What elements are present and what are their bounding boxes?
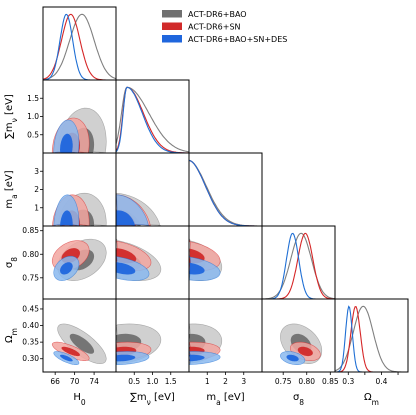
marginal-curve-sum_mnu-0 <box>116 86 189 153</box>
y-tick-label-sum_mnu: 0.5 <box>27 130 39 139</box>
x-tick-label-sigma8: 0.80 <box>298 377 315 386</box>
contour-panel-m_a-Omega_m <box>188 298 263 373</box>
contour-panel-sum_mnu-Omega_m <box>115 298 190 373</box>
contour-68-2 <box>60 133 73 153</box>
legend-swatch-2 <box>162 35 182 43</box>
marginal-curve-m_a-0 <box>189 159 262 226</box>
marginal-curve-H0-0 <box>43 13 116 80</box>
x-tick-label-H0: 66 <box>50 377 60 386</box>
contour-68-2 <box>286 354 299 362</box>
x-axis-label-sum_mnu: ∑mν [eV] <box>130 392 175 407</box>
y-tick-label-sum_mnu: 1.5 <box>27 94 39 103</box>
y-tick-label-Omega_m: 0.35 <box>22 338 39 347</box>
marginal-curve-sigma8-2 <box>262 232 335 299</box>
y-tick-label-sigma8: 0.85 <box>22 226 39 235</box>
contour-68-2 <box>116 210 136 226</box>
marginal-curve-Omega_m-2 <box>335 305 408 372</box>
marginal-curve-H0-2 <box>43 13 116 80</box>
panel-frame <box>334 298 409 373</box>
contour-panel-sum_mnu-m_a <box>115 152 190 227</box>
contour-68-2 <box>60 262 73 275</box>
marginal-curve-m_a-2 <box>189 159 262 226</box>
marginal-curve-Omega_m-1 <box>335 306 408 372</box>
x-tick-label-sigma8: 0.85 <box>322 377 339 386</box>
y-tick-label-sum_mnu: 1.0 <box>27 112 39 121</box>
legend-label-0: ACT-DR6+BAO <box>188 10 247 19</box>
y-tick-label-m_a: 2 <box>34 185 39 194</box>
x-tick-label-sum_mnu: 0.5 <box>128 377 140 386</box>
x-tick-label-sum_mnu: 1.0 <box>147 377 159 386</box>
y-axis-label-sum_mnu: ∑mν [eV] <box>4 94 19 139</box>
contour-panel-H0-m_a <box>42 152 117 227</box>
panel-frame <box>261 225 336 300</box>
contour-panel-H0-sum_mnu <box>42 79 117 154</box>
legend-swatch-1 <box>162 22 182 30</box>
x-tick-label-Omega_m: 0.3 <box>342 377 354 386</box>
y-tick-label-sigma8: 0.80 <box>22 250 39 259</box>
contour-68-2 <box>60 210 73 226</box>
contour-68-2 <box>116 262 136 275</box>
contour-68-2 <box>60 354 73 362</box>
legend-label-1: ACT-DR6+SN <box>188 23 241 32</box>
x-tick-label-Omega_m: 0.4 <box>375 377 387 386</box>
marginal-panel-sum_mnu <box>115 79 190 154</box>
contour-68-1 <box>61 346 80 357</box>
contour-68-2 <box>189 354 205 362</box>
marginal-curve-m_a-1 <box>189 159 262 226</box>
marginal-curve-sigma8-0 <box>262 232 335 299</box>
contour-panel-m_a-sigma8 <box>188 225 263 300</box>
panel-frame <box>188 152 263 227</box>
x-axis-label-m_a: ma [eV] <box>206 392 244 407</box>
y-tick-label-Omega_m: 0.40 <box>22 321 39 330</box>
contour-panel-H0-Omega_m <box>42 298 117 373</box>
marginal-panel-m_a <box>188 152 263 227</box>
y-tick-label-Omega_m: 0.45 <box>22 304 39 313</box>
y-tick-label-m_a: 1 <box>34 203 39 212</box>
y-tick-label-m_a: 3 <box>34 167 39 176</box>
contour-panel-sum_mnu-sigma8 <box>115 225 190 300</box>
y-axis-label-m_a: ma [eV] <box>4 170 19 208</box>
x-tick-label-m_a: 2 <box>223 377 228 386</box>
contour-68-2 <box>116 354 136 362</box>
contour-68-1 <box>297 346 313 357</box>
x-axis-label-Omega_m: Ωm <box>364 392 379 407</box>
contour-68-0 <box>69 333 95 354</box>
x-axis-label-H0: H0 <box>73 392 86 407</box>
legend: ACT-DR6+BAO ACT-DR6+SN ACT-DR6+BAO+SN+DES <box>162 10 287 44</box>
legend-label-2: ACT-DR6+BAO+SN+DES <box>188 35 287 44</box>
marginal-curve-sigma8-1 <box>262 232 335 299</box>
contour-panel-H0-sigma8 <box>42 225 117 300</box>
panel-frame <box>115 79 190 154</box>
marginal-panel-sigma8 <box>261 225 336 300</box>
y-tick-label-Omega_m: 0.30 <box>22 354 39 363</box>
x-tick-label-m_a: 3 <box>241 377 246 386</box>
marginal-panel-Omega_m <box>334 298 409 373</box>
x-axis-label-sigma8: σ8 <box>293 392 304 407</box>
contour-panel-sigma8-Omega_m <box>261 298 336 373</box>
contour-68-2 <box>189 262 205 275</box>
y-axis-label-sigma8: σ8 <box>4 257 19 268</box>
x-tick-label-H0: 74 <box>89 377 99 386</box>
y-tick-label-sigma8: 0.75 <box>22 273 39 282</box>
y-axis-label-Omega_m: Ωm <box>4 328 19 343</box>
x-tick-label-sum_mnu: 1.5 <box>165 377 177 386</box>
x-tick-label-H0: 70 <box>70 377 80 386</box>
marginal-panel-H0 <box>42 6 117 81</box>
x-tick-label-sigma8: 0.75 <box>275 377 292 386</box>
legend-swatch-0 <box>162 10 182 18</box>
x-tick-label-m_a: 1 <box>205 377 210 386</box>
